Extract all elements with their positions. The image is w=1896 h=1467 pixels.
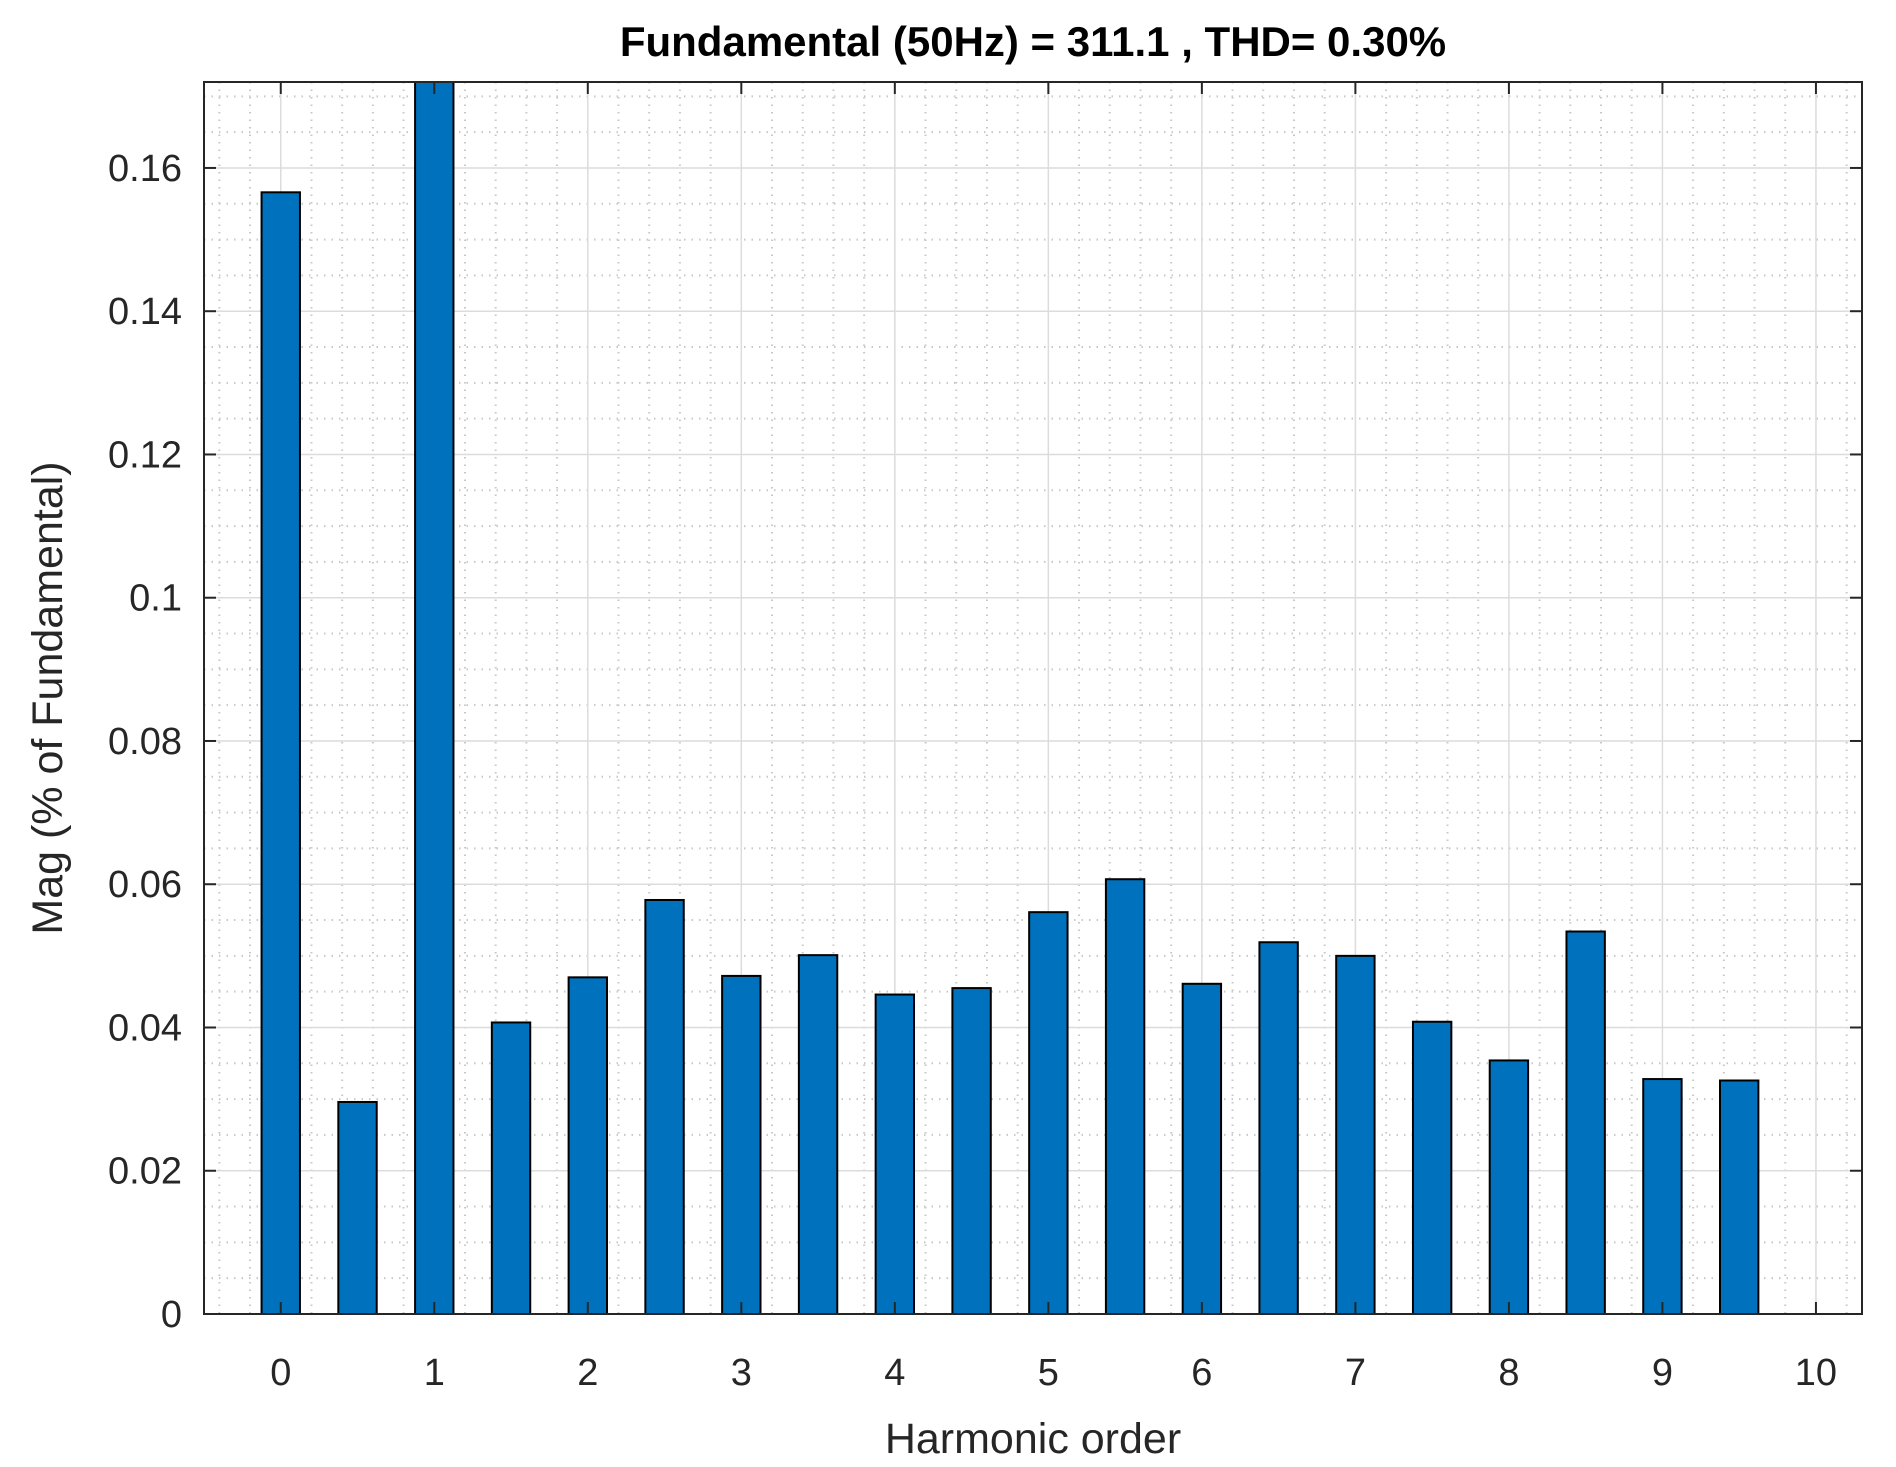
plot-area-border — [203, 81, 1863, 1315]
bar-3.5 — [797, 954, 839, 1315]
x-tick-label: 8 — [1498, 1352, 1519, 1394]
bar-7.5 — [1411, 1020, 1453, 1315]
x-tick-label: 10 — [1795, 1352, 1837, 1394]
bar-4.5 — [951, 987, 992, 1315]
bar-6 — [1181, 982, 1223, 1315]
y-tick-label: 0.08 — [108, 721, 182, 763]
x-tick-label: 2 — [577, 1352, 598, 1394]
bars — [260, 81, 1760, 1316]
chart-title: Fundamental (50Hz) = 311.1 , THD= 0.30% — [620, 18, 1446, 65]
y-tick-labels: 0 0.02 0.04 0.06 0.08 0.1 0.12 0.14 0.16 — [108, 148, 182, 1336]
bar-4 — [874, 993, 916, 1316]
bar-8 — [1488, 1059, 1530, 1316]
y-tick-label: 0.1 — [129, 578, 182, 620]
y-tick-label: 0.12 — [108, 434, 182, 476]
bar-5.5 — [1104, 878, 1146, 1316]
bar-9.5 — [1718, 1079, 1760, 1316]
bar-1 — [414, 81, 455, 1315]
bar-0.5 — [337, 1100, 378, 1316]
bar-0 — [260, 191, 301, 1315]
bar-6.5 — [1258, 941, 1299, 1315]
y-tick-label: 0.16 — [108, 148, 182, 190]
y-tick-label: 0.06 — [108, 864, 182, 906]
x-tick-label: 4 — [884, 1352, 905, 1394]
x-tick-label: 0 — [270, 1352, 291, 1394]
x-axis-label: Harmonic order — [885, 1415, 1181, 1463]
x-tick-label: 6 — [1191, 1352, 1212, 1394]
bar-5 — [1028, 911, 1069, 1315]
bar-1.5 — [490, 1021, 532, 1315]
bar-9 — [1642, 1078, 1683, 1315]
bar-7 — [1335, 954, 1376, 1315]
x-tick-label: 7 — [1345, 1352, 1366, 1394]
bar-2.5 — [644, 898, 685, 1316]
x-tick-label: 5 — [1038, 1352, 1059, 1394]
y-axis-label: Mag (% of Fundamental) — [24, 461, 72, 934]
x-tick-label: 1 — [424, 1352, 445, 1394]
x-tick-labels: 0 1 2 3 4 5 6 7 8 9 10 — [270, 1352, 1837, 1394]
x-tick-label: 9 — [1652, 1352, 1673, 1394]
x-tick-label: 3 — [731, 1352, 752, 1394]
bar-3 — [721, 974, 762, 1315]
bar-2 — [567, 976, 608, 1315]
bar-8.5 — [1565, 930, 1606, 1315]
axis-ticks — [204, 82, 1862, 1315]
y-tick-label: 0.04 — [108, 1007, 182, 1049]
minor-grid — [204, 82, 1862, 1314]
y-tick-label: 0.02 — [108, 1151, 182, 1193]
y-tick-label: 0 — [161, 1294, 182, 1336]
y-tick-label: 0.14 — [108, 291, 182, 333]
